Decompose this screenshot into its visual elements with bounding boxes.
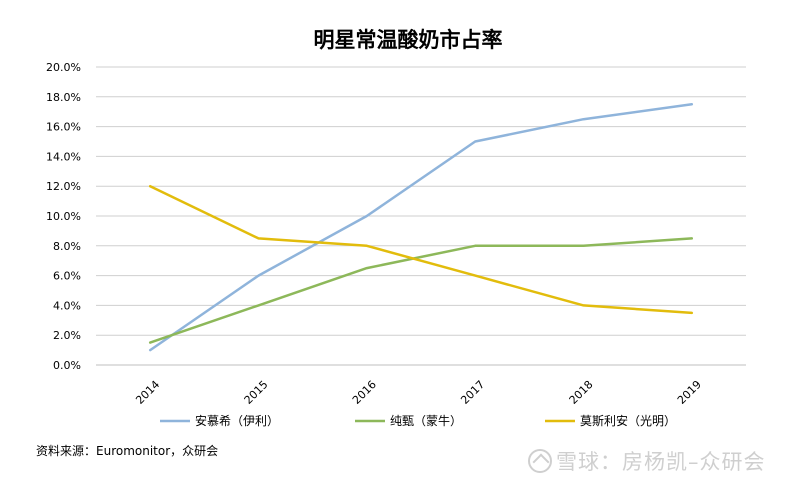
legend-label: 莫斯利安（光明） [580, 413, 676, 428]
watermark-text: 雪球：房杨凯–众研会 [556, 450, 766, 474]
y-tick-label: 6.0% [53, 270, 81, 283]
y-tick-label: 8.0% [53, 240, 81, 253]
x-tick-label: 2018 [567, 378, 596, 407]
series-line-2 [148, 237, 694, 344]
x-tick-label: 2015 [242, 378, 271, 407]
x-tick-label: 2017 [458, 378, 487, 407]
x-tick-label: 2016 [350, 378, 379, 407]
y-tick-label: 14.0% [46, 150, 81, 163]
legend-label: 安慕希（伊利） [195, 413, 279, 428]
y-tick-label: 4.0% [53, 299, 81, 312]
snowball-logo-icon [528, 449, 552, 473]
x-axis: 2014 2015 2016 2017 2018 2019 [96, 364, 746, 407]
y-tick-label: 2.0% [53, 329, 81, 342]
legend-label: 纯甄（蒙牛） [390, 413, 462, 428]
series-line-3 [148, 184, 694, 315]
y-tick-label: 0.0% [53, 359, 81, 372]
series-line-1 [148, 103, 694, 352]
source-note: 资料来源：Euromonitor，众研会 [36, 444, 219, 458]
x-tick-label: 2014 [133, 378, 162, 407]
y-tick-label: 10.0% [46, 210, 81, 223]
series-lines [148, 103, 694, 352]
legend: 安慕希（伊利） 纯甄（蒙牛） 莫斯利安（光明） [160, 413, 676, 428]
watermark: 雪球：房杨凯–众研会 [528, 446, 766, 476]
y-tick-label: 18.0% [46, 91, 81, 104]
y-tick-label: 12.0% [46, 180, 81, 193]
y-axis-ticks: 0.0% 2.0% 4.0% 6.0% 8.0% 10.0% 12.0% 14.0% 16.0%… [46, 61, 81, 372]
y-tick-label: 16.0% [46, 121, 81, 134]
y-tick-label: 20.0% [46, 61, 81, 74]
chart-title: 明星常温酸奶市占率 [314, 28, 503, 52]
gridlines [96, 66, 746, 336]
x-tick-label: 2019 [675, 378, 704, 407]
